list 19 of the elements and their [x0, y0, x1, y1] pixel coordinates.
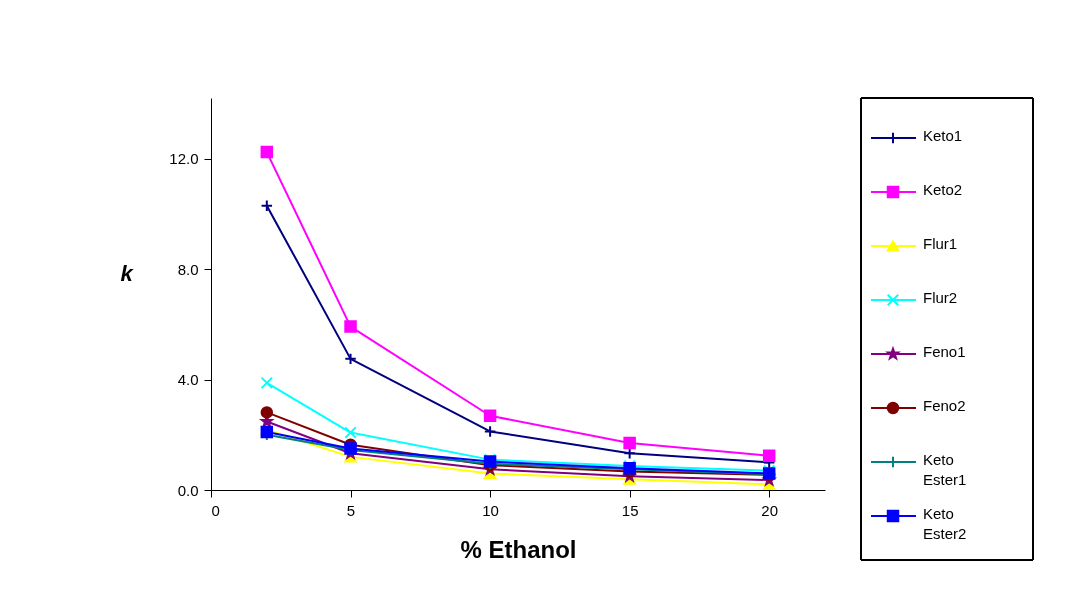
legend-label: Feno1	[923, 343, 966, 360]
y-axis-title: k	[120, 260, 135, 286]
x-tick-label: 5	[346, 501, 356, 519]
x-tick-label: 0	[211, 501, 220, 519]
x-tick-label: 20	[761, 501, 779, 519]
y-tick-label: 12.0	[169, 150, 199, 168]
x-tick-label: 15	[621, 501, 639, 519]
legend-label: Keto Ester2	[923, 505, 967, 542]
x-tick-label: 10	[482, 501, 499, 519]
x-axis-title: % Ethanol	[460, 535, 577, 563]
legend-label: Keto2	[923, 181, 963, 198]
legend-label: Flur2	[923, 289, 958, 306]
legend-label: Keto Ester1	[923, 451, 967, 488]
y-tick-label: 8.0	[177, 260, 199, 278]
y-tick-label: 4.0	[177, 371, 199, 389]
legend-label: Flur1	[923, 235, 958, 252]
y-tick-label: 0.0	[177, 481, 199, 499]
legend-label: Feno2	[923, 397, 966, 414]
legend-label: Keto1	[923, 127, 963, 144]
